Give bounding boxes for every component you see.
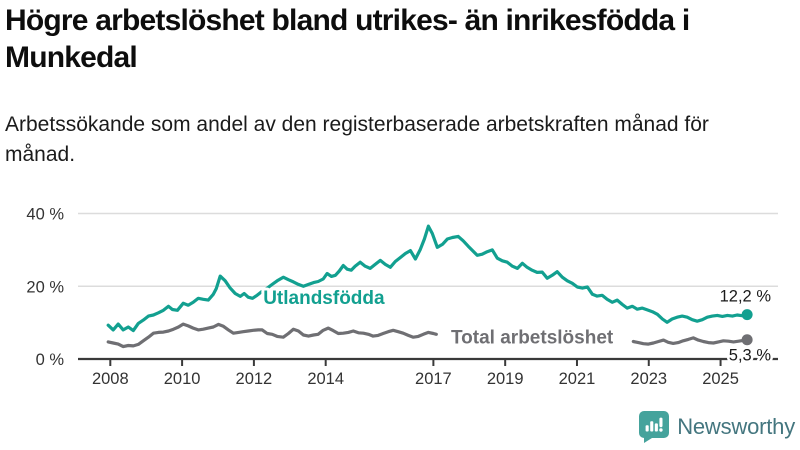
end-dot-utlandsfodda [741, 309, 753, 321]
x-axis-tick-label: 2014 [307, 370, 344, 388]
newsworthy-logo-text: Newsworthy [677, 414, 795, 439]
end-value-label-utlandsfodda: 12,2 % [720, 288, 772, 306]
x-axis-tick-label: 2010 [164, 370, 201, 388]
series-line-total [106, 322, 438, 349]
series-line-utlandsfodda [106, 224, 749, 333]
series-line-total [631, 336, 749, 346]
x-axis-tick-label: 2023 [630, 370, 667, 388]
newsworthy-logo[interactable]: Newsworthy [639, 411, 795, 443]
end-value-label-total: 5,3 % [729, 347, 772, 365]
y-axis-tick-label: 20 % [26, 278, 64, 296]
x-axis-tick-label: 2008 [92, 370, 129, 388]
newsworthy-icon [639, 411, 670, 443]
series-label-utlandsfodda: Utlandsfödda [263, 288, 385, 309]
end-dot-total [741, 334, 753, 346]
series-label-total: Total arbetslöshet [451, 327, 614, 348]
page-title: Högre arbetslöshet bland utrikes- än inr… [5, 4, 690, 74]
x-axis-tick-label: 2017 [415, 370, 452, 388]
x-axis-tick-label: 2012 [236, 370, 273, 388]
x-axis-tick-label: 2019 [487, 370, 524, 388]
x-axis-tick-label: 2025 [702, 370, 739, 388]
x-axis-tick-label: 2021 [559, 370, 596, 388]
page-subtitle: Arbetssökande som andel av den registerb… [5, 113, 709, 166]
y-axis-tick-label: 0 % [36, 351, 65, 369]
y-axis-tick-label: 40 % [26, 206, 64, 224]
